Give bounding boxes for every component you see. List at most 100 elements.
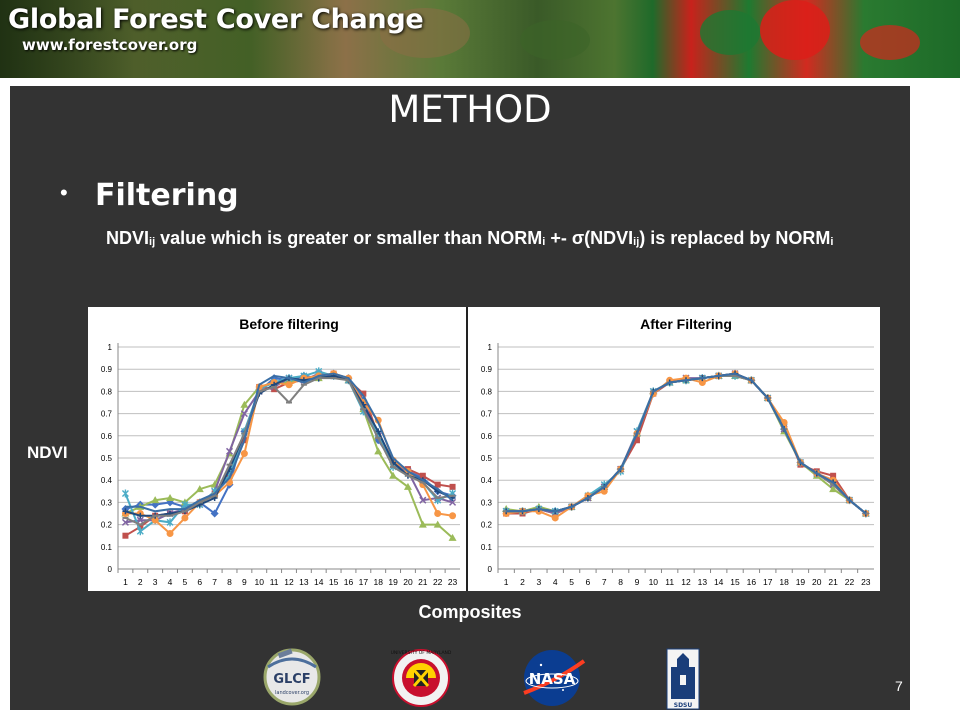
x-tick-label: 21	[418, 577, 428, 587]
x-tick-label: 12	[681, 577, 691, 587]
y-tick-label: 1	[488, 343, 493, 352]
x-tick-label: 14	[714, 577, 724, 587]
y-tick-label: 0.2	[481, 521, 493, 530]
desc-part: ) is replaced by NORM	[639, 228, 831, 248]
x-tick-label: 22	[433, 577, 443, 587]
y-tick-label: 0.1	[481, 543, 493, 552]
chart-separator	[466, 307, 468, 591]
y-tick-label: 0.3	[481, 498, 493, 507]
desc-part: NDVI	[106, 228, 150, 248]
header-banner: Global Forest Cover Change www.forestcov…	[0, 0, 960, 78]
x-tick-label: 23	[861, 577, 871, 587]
data-point	[829, 485, 838, 493]
data-point	[419, 472, 426, 479]
data-point	[434, 481, 441, 488]
series-line	[506, 372, 867, 515]
x-tick-label: 11	[665, 577, 674, 587]
x-tick-label: 15	[730, 577, 740, 587]
data-point	[240, 450, 248, 458]
description-text: NDVIij value which is greater or smaller…	[106, 224, 886, 256]
data-point	[210, 509, 219, 518]
x-tick-label: 3	[537, 577, 542, 587]
x-tick-label: 13	[299, 577, 309, 587]
desc-subscript: ij	[633, 236, 640, 248]
y-tick-label: 0.4	[101, 476, 113, 485]
y-tick-label: 0.5	[101, 454, 113, 463]
x-tick-label: 9	[635, 577, 640, 587]
desc-part: value which is greater or smaller than N…	[155, 228, 543, 248]
x-tick-label: 4	[553, 577, 558, 587]
x-tick-label: 11	[270, 577, 279, 587]
data-point	[121, 518, 129, 526]
y-tick-label: 0.5	[481, 454, 493, 463]
x-tick-label: 2	[520, 577, 525, 587]
x-tick-label: 4	[168, 577, 173, 587]
data-point	[122, 532, 129, 539]
data-point	[151, 516, 159, 524]
data-point	[240, 410, 248, 418]
banner-terrain	[380, 8, 470, 58]
series-line	[506, 374, 867, 515]
data-point	[240, 400, 249, 408]
y-tick-label: 0.9	[101, 365, 113, 374]
series-line	[506, 374, 867, 515]
x-tick-label: 5	[569, 577, 574, 587]
data-point	[433, 520, 442, 528]
x-tick-label: 19	[388, 577, 398, 587]
series-line	[125, 372, 454, 513]
data-point	[449, 483, 456, 490]
data-point	[136, 527, 144, 536]
data-point	[285, 381, 293, 389]
x-tick-label: 9	[242, 577, 247, 587]
x-tick-label: 1	[504, 577, 509, 587]
data-point	[449, 512, 457, 520]
x-tick-label: 8	[618, 577, 623, 587]
banner-terrain	[760, 0, 830, 60]
data-point	[633, 437, 640, 444]
x-tick-label: 21	[828, 577, 838, 587]
x-tick-label: 6	[586, 577, 591, 587]
x-tick-label: 16	[747, 577, 757, 587]
series-line	[124, 370, 454, 533]
data-point	[225, 447, 234, 455]
desc-subscript: ij	[149, 236, 156, 248]
x-tick-label: 7	[602, 577, 607, 587]
y-tick-label: 0.7	[101, 410, 113, 419]
umd-seal-text: UNIVERSITY OF MARYLAND	[391, 650, 452, 656]
x-tick-label: 10	[255, 577, 265, 587]
series-line	[506, 374, 867, 515]
y-tick-label: 0.9	[481, 365, 493, 374]
y-tick-label: 0.3	[101, 498, 113, 507]
banner-title: Global Forest Cover Change	[8, 4, 424, 35]
x-tick-label: 14	[314, 577, 324, 587]
page-number: 7	[895, 678, 903, 694]
x-tick-label: 18	[373, 577, 383, 587]
data-point	[181, 500, 189, 509]
x-tick-label: 7	[212, 577, 217, 587]
y-tick-label: 0.6	[481, 432, 493, 441]
data-point	[374, 447, 383, 455]
banner-terrain	[860, 25, 920, 60]
glcf-logo-text: GLCF	[273, 672, 310, 687]
x-tick-label: 19	[796, 577, 806, 587]
chart-before-filtering: Before filtering 0 0.1 0.2 0.3 0.4 0.5 0.6 0.7 0.…	[88, 307, 466, 591]
x-tick-label: 2	[138, 577, 143, 587]
x-tick-label: 13	[698, 577, 708, 587]
series-line	[506, 374, 867, 515]
y-tick-label: 1	[108, 343, 113, 352]
chart-before-svg: Before filtering 0 0.1 0.2 0.3 0.4 0.5 0.6 0.7 0.…	[101, 316, 460, 587]
logos-svg: GLCF landcover.org UNIVERSITY OF MARYLAN…	[263, 648, 700, 710]
x-tick-label: 20	[812, 577, 822, 587]
glcf-logo-subtext: landcover.org	[275, 690, 309, 696]
series-line	[506, 372, 867, 515]
x-tick-label: 5	[183, 577, 188, 587]
data-point	[137, 523, 144, 530]
data-point	[121, 489, 129, 498]
data-point	[551, 514, 559, 522]
y-tick-label: 0.1	[101, 543, 113, 552]
x-tick-label: 18	[779, 577, 789, 587]
y-tick-label: 0	[488, 565, 493, 574]
x-tick-label: 8	[227, 577, 232, 587]
y-axis-label: NDVI	[27, 443, 68, 462]
desc-subscript: i	[542, 236, 546, 248]
